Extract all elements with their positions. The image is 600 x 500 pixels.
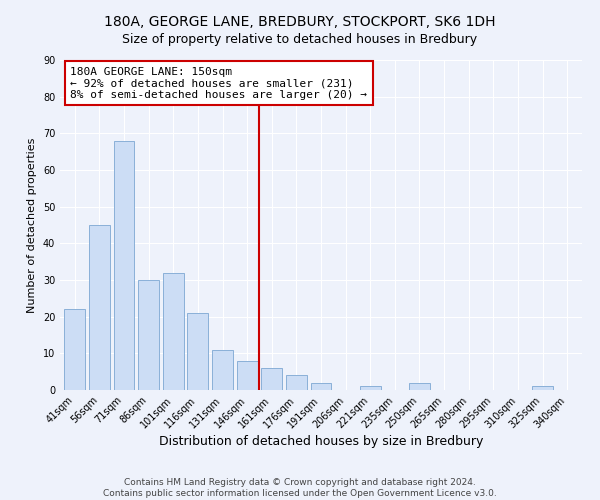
Bar (113, 140, 134, 390)
Bar (187, 313, 208, 390)
Bar (261, 368, 282, 390)
X-axis label: Distribution of detached houses by size in Bredbury: Distribution of detached houses by size … (159, 436, 483, 448)
Bar (286, 376, 307, 390)
Text: Size of property relative to detached houses in Bredbury: Size of property relative to detached ho… (122, 32, 478, 46)
Text: 180A GEORGE LANE: 150sqm
← 92% of detached houses are smaller (231)
8% of semi-d: 180A GEORGE LANE: 150sqm ← 92% of detach… (70, 66, 367, 100)
Bar (89, 225, 110, 390)
Bar (311, 382, 331, 390)
Bar (212, 350, 233, 390)
Y-axis label: Number of detached properties: Number of detached properties (27, 138, 37, 312)
Text: 180A, GEORGE LANE, BREDBURY, STOCKPORT, SK6 1DH: 180A, GEORGE LANE, BREDBURY, STOCKPORT, … (104, 15, 496, 29)
Bar (409, 382, 430, 390)
Bar (532, 386, 553, 390)
Bar (138, 280, 159, 390)
Bar (236, 360, 257, 390)
Bar (64, 310, 85, 390)
Text: Contains HM Land Registry data © Crown copyright and database right 2024.
Contai: Contains HM Land Registry data © Crown c… (103, 478, 497, 498)
Bar (360, 386, 381, 390)
Bar (163, 272, 184, 390)
